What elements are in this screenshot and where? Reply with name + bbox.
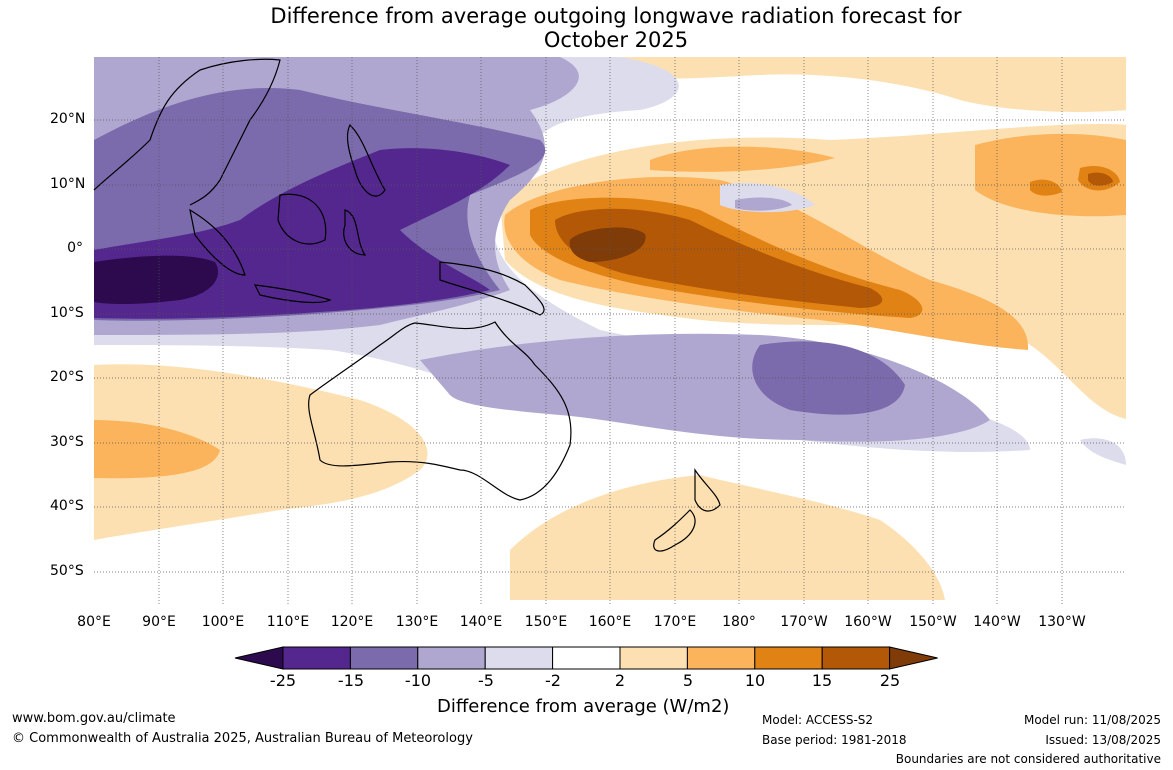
- anomaly-region: [94, 255, 219, 305]
- anomaly-fields: [94, 57, 1126, 600]
- sulawesi: [343, 209, 367, 256]
- colorbar-extend-low: [234, 646, 284, 670]
- title-line-2: October 2025: [543, 28, 689, 52]
- colorbar-label: -2: [545, 671, 561, 690]
- new-guinea: [439, 261, 545, 316]
- lon-tick-label: 140°E: [459, 614, 503, 630]
- colorbar-label: -15: [337, 671, 365, 690]
- anomaly-region: [735, 197, 792, 211]
- colorbar-label: -25: [269, 671, 297, 690]
- lon-tick-label: 150°W: [909, 614, 957, 630]
- colorbar-segment: [484, 646, 554, 670]
- colorbar-label: 5: [682, 671, 694, 690]
- borneo: [277, 193, 327, 245]
- website-link[interactable]: www.bom.gov.au/climate: [12, 711, 176, 726]
- colorbar-segment: [552, 646, 621, 670]
- title-line-1: Difference from average outgoing longwav…: [270, 4, 962, 28]
- lon-tick-label: 160°E: [588, 614, 632, 630]
- colorbar-extend-high: [889, 646, 938, 670]
- lon-tick-label: 110°E: [266, 614, 310, 630]
- colorbar-segment: [349, 646, 419, 670]
- lat-tick-label: 20°N: [50, 111, 86, 127]
- lat-tick-label: 20°S: [50, 369, 84, 385]
- lat-tick-label: 30°S: [50, 434, 84, 450]
- australia-coast: [308, 321, 572, 501]
- coastlines: [93, 58, 721, 552]
- colorbar-segment: [282, 646, 351, 670]
- anomaly-region: [1080, 438, 1126, 465]
- anomaly-region: [94, 420, 220, 479]
- lon-tick-label: 180°: [722, 614, 756, 630]
- lon-tick-label: 130°W: [1038, 614, 1086, 630]
- lon-tick-label: 160°W: [844, 614, 892, 630]
- colorbar-label: 25: [879, 671, 901, 690]
- olr-anomaly-map: [93, 57, 1126, 605]
- colorbar-segment: [417, 646, 486, 670]
- colorbar-segment: [754, 646, 823, 670]
- colorbar-segments: [234, 646, 938, 670]
- graticule: [94, 57, 1126, 605]
- lon-tick-label: 150°E: [524, 614, 568, 630]
- anomaly-region: [600, 57, 1126, 112]
- lat-tick-label: 10°N: [50, 176, 86, 192]
- lon-tick-label: 130°E: [395, 614, 439, 630]
- anomaly-region: [752, 341, 905, 415]
- lon-tick-label: 90°E: [142, 614, 176, 630]
- boundary-disclaimer: Boundaries are not considered authoritat…: [895, 752, 1161, 766]
- lon-tick-label: 120°E: [330, 614, 374, 630]
- philippines: [346, 123, 386, 197]
- anomaly-region: [569, 227, 646, 262]
- colorbar-label: 15: [811, 671, 833, 690]
- lon-tick-label: 80°E: [77, 614, 111, 630]
- colorbar-segment: [821, 646, 891, 670]
- colorbar-label: 10: [744, 671, 766, 690]
- lat-tick-label: 40°S: [50, 498, 84, 514]
- copyright-text: © Commonwealth of Australia 2025, Austra…: [12, 731, 473, 746]
- colorbar-segment: [619, 646, 688, 670]
- anomaly-region: [94, 364, 428, 540]
- lon-tick-label: 170°E: [653, 614, 697, 630]
- model-run-date: Model run: 11/08/2025: [1023, 713, 1161, 727]
- new-zealand-north: [694, 468, 721, 512]
- colorbar-title: Difference from average (W/m2): [437, 696, 730, 717]
- lat-tick-label: 0°: [67, 240, 83, 256]
- colorbar-label: -10: [404, 671, 432, 690]
- asia-coast: [93, 58, 281, 206]
- lon-tick-label: 170°W: [780, 614, 828, 630]
- lon-tick-label: 100°E: [201, 614, 245, 630]
- lon-tick-label: 140°W: [973, 614, 1021, 630]
- map-title: Difference from average outgoing longwav…: [0, 4, 1173, 52]
- new-zealand-south: [653, 509, 696, 552]
- anomaly-region: [510, 475, 945, 600]
- java: [253, 284, 332, 304]
- anomaly-region: [650, 146, 835, 172]
- colorbar-label: 2: [614, 671, 626, 690]
- anomaly-region: [1088, 172, 1113, 186]
- colorbar: [234, 646, 938, 670]
- colorbar-label: -5: [478, 671, 494, 690]
- lat-tick-label: 50°S: [50, 563, 84, 579]
- sumatra: [189, 208, 246, 276]
- colorbar-segment: [686, 646, 756, 670]
- anomaly-region: [975, 133, 1126, 217]
- model-name: Model: ACCESS-S2: [762, 713, 874, 727]
- issued-date: Issued: 13/08/2025: [1045, 733, 1161, 747]
- anomaly-region: [1030, 179, 1062, 196]
- lat-tick-label: 10°S: [50, 305, 84, 321]
- base-period: Base period: 1981-2018: [762, 733, 907, 747]
